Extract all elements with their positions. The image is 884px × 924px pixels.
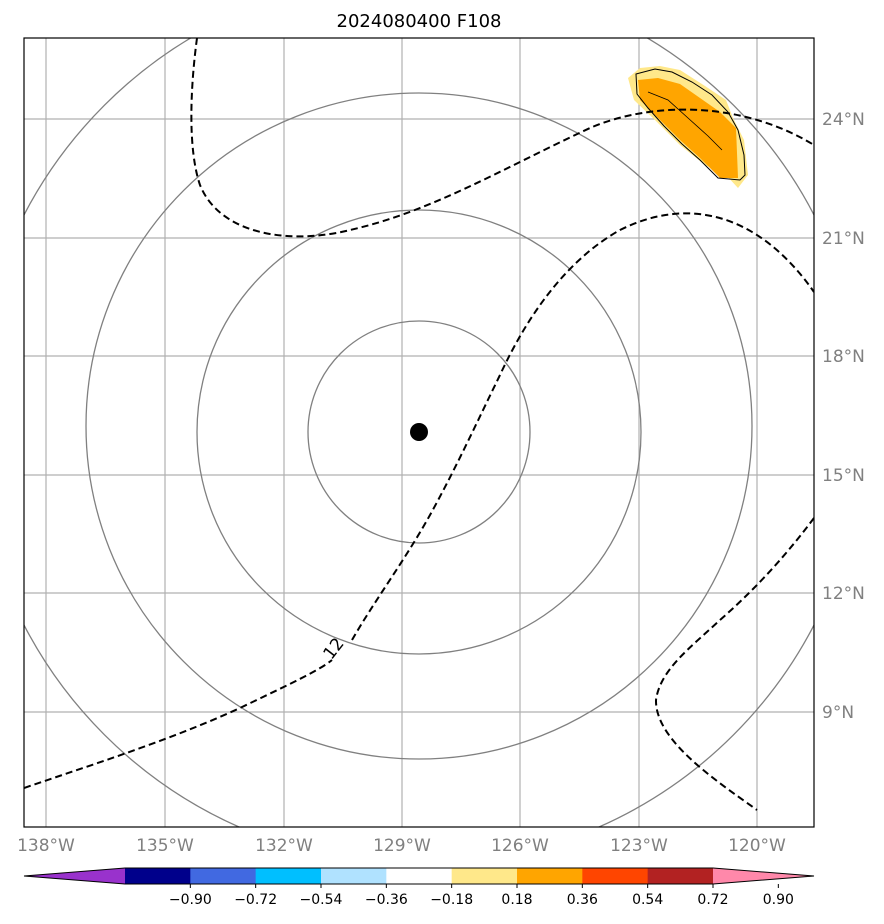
colorbar-tick-label: 0.18 bbox=[501, 892, 532, 908]
lat-label: 21°N bbox=[822, 229, 865, 249]
colorbar-tick-label: −0.90 bbox=[169, 892, 212, 908]
lon-label: 123°W bbox=[610, 836, 668, 856]
colorbar-tick-label: −0.72 bbox=[234, 892, 277, 908]
lon-labels: 138°W 135°W 132°W 129°W 126°W 123°W 120°… bbox=[17, 836, 786, 856]
colorbar-tick-label: 0.36 bbox=[567, 892, 598, 908]
range-ring-3 bbox=[85, 92, 753, 760]
storm-center-dot bbox=[410, 423, 428, 441]
colorbar-bin bbox=[582, 868, 649, 884]
lon-label: 135°W bbox=[136, 836, 194, 856]
contour-line-main-a bbox=[24, 659, 333, 789]
lon-label: 138°W bbox=[17, 836, 75, 856]
lon-label: 126°W bbox=[491, 836, 549, 856]
colorbar-bin bbox=[255, 868, 322, 884]
range-ring-1 bbox=[307, 320, 531, 544]
colorbar-tick-label: 0.90 bbox=[763, 892, 794, 908]
lat-labels: 24°N 21°N 18°N 15°N 12°N 9°N bbox=[822, 110, 865, 723]
lon-label: 120°W bbox=[728, 836, 786, 856]
colorbar-tick-label: −0.18 bbox=[430, 892, 473, 908]
contour-line-southeast bbox=[654, 517, 814, 811]
colorbar-outline bbox=[23, 867, 815, 885]
map-area: 12 bbox=[24, 38, 814, 827]
colorbar-extend-low bbox=[24, 868, 125, 884]
colorbar-bin bbox=[125, 868, 191, 884]
lat-label: 15°N bbox=[822, 466, 865, 486]
colorbar-bin bbox=[517, 868, 583, 884]
shaded-anomaly bbox=[628, 66, 748, 188]
shade-outline bbox=[635, 68, 746, 181]
colorbar-tick-label: 0.72 bbox=[697, 892, 728, 908]
colorbar-bin bbox=[190, 868, 257, 884]
contours bbox=[24, 38, 814, 811]
contour-line-north bbox=[190, 38, 814, 238]
colorbar-bin bbox=[386, 868, 453, 884]
lat-label: 12°N bbox=[822, 584, 865, 604]
lon-label: 132°W bbox=[255, 836, 313, 856]
colorbar-tick-label: −0.54 bbox=[300, 892, 343, 908]
shade-0-36 bbox=[638, 78, 738, 178]
colorbar-bin bbox=[647, 868, 714, 884]
map-title: 2024080400 F108 bbox=[337, 11, 502, 32]
colorbar-tick-label: 0.54 bbox=[632, 892, 663, 908]
lat-label: 18°N bbox=[822, 347, 865, 367]
colorbar-bin bbox=[451, 868, 518, 884]
shade-inner-line bbox=[647, 91, 723, 151]
lon-label: 129°W bbox=[373, 836, 431, 856]
range-rings bbox=[24, 38, 814, 827]
contour-line-main-b bbox=[351, 212, 814, 641]
colorbar: −0.90 −0.72 −0.54 −0.36 −0.18 0.18 0.36 0.54 0.7… bbox=[23, 867, 815, 908]
colorbar-extend-high bbox=[713, 868, 814, 884]
colorbar-tick-label: −0.36 bbox=[365, 892, 408, 908]
colorbar-bin bbox=[321, 868, 387, 884]
lat-label: 9°N bbox=[822, 703, 854, 723]
lat-label: 24°N bbox=[822, 110, 865, 130]
map-frame bbox=[23, 37, 815, 828]
range-ring-2 bbox=[196, 209, 642, 655]
graticule bbox=[24, 38, 814, 827]
